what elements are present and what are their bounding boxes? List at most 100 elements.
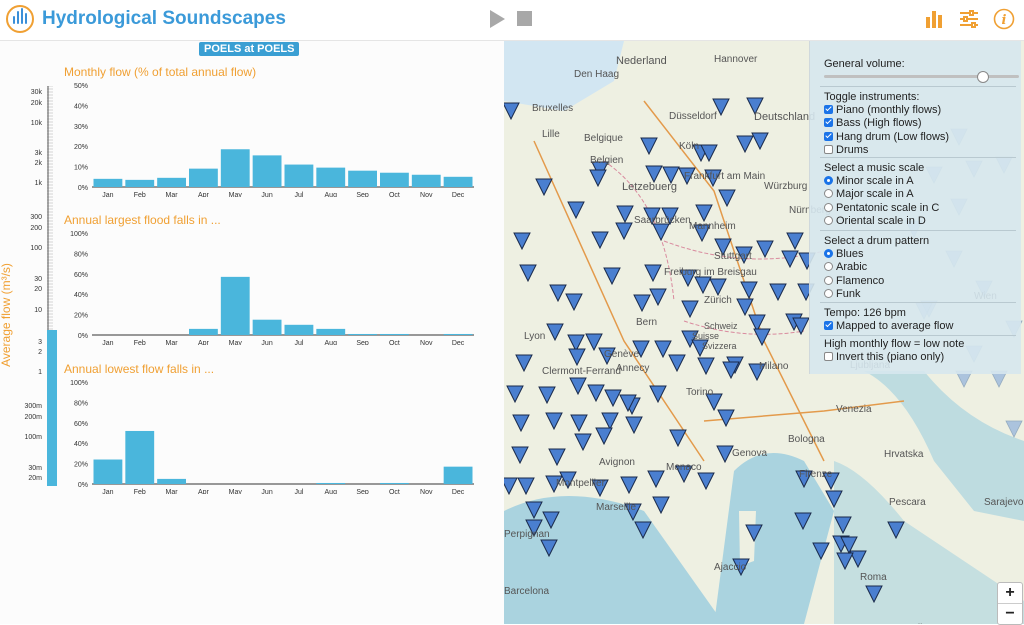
station-marker[interactable]: [548, 448, 566, 467]
play-button[interactable]: [490, 10, 505, 28]
station-marker[interactable]: [574, 433, 592, 452]
zoom-in-button[interactable]: +: [1005, 584, 1015, 601]
bar-jan[interactable]: [93, 178, 123, 187]
volume-slider-track[interactable]: [824, 75, 1019, 78]
station-marker[interactable]: [616, 205, 634, 224]
station-marker[interactable]: [567, 334, 585, 353]
station-marker[interactable]: [515, 354, 533, 373]
station-marker[interactable]: [615, 222, 633, 241]
bar-aug[interactable]: [316, 328, 346, 335]
station-marker[interactable]: [634, 521, 652, 540]
station-marker[interactable]: [745, 524, 763, 543]
station-marker[interactable]: [681, 330, 699, 349]
station-marker[interactable]: [751, 132, 769, 151]
station-marker[interactable]: [545, 412, 563, 431]
station-marker[interactable]: [834, 516, 852, 535]
bar-mar[interactable]: [157, 177, 186, 187]
station-marker[interactable]: [567, 201, 585, 220]
station-marker[interactable]: [722, 361, 740, 380]
music-scale-option[interactable]: Minor scale in A: [824, 175, 914, 187]
station-marker[interactable]: [504, 477, 518, 496]
station-marker[interactable]: [748, 363, 766, 382]
station-marker[interactable]: [865, 585, 883, 604]
stop-button[interactable]: [517, 11, 532, 26]
bar-jul[interactable]: [284, 164, 314, 187]
station-marker[interactable]: [795, 470, 813, 489]
station-marker[interactable]: [732, 558, 750, 577]
invert-checkbox[interactable]: [824, 352, 833, 361]
bar-mar[interactable]: [157, 478, 186, 484]
station-marker[interactable]: [540, 539, 558, 558]
station-marker[interactable]: [735, 246, 753, 265]
station-marker[interactable]: [624, 503, 642, 522]
station-marker[interactable]: [565, 293, 583, 312]
info-icon[interactable]: i: [993, 8, 1015, 30]
settings-sliders-icon[interactable]: [958, 8, 980, 30]
station-marker[interactable]: [647, 470, 665, 489]
station-marker[interactable]: [695, 204, 713, 223]
instrument-checkbox[interactable]: [824, 144, 833, 154]
station-marker[interactable]: [652, 496, 670, 515]
station-marker[interactable]: [633, 294, 651, 313]
station-marker[interactable]: [769, 283, 787, 302]
station-marker[interactable]: [632, 340, 650, 359]
station-marker[interactable]: [640, 137, 658, 156]
station-marker[interactable]: [591, 479, 609, 498]
station-marker[interactable]: [691, 339, 709, 358]
bar-nov[interactable]: [411, 174, 441, 187]
station-marker[interactable]: [678, 167, 696, 186]
station-marker[interactable]: [781, 250, 799, 269]
station-marker[interactable]: [511, 446, 529, 465]
bar-feb[interactable]: [125, 430, 155, 484]
station-marker[interactable]: [714, 238, 732, 257]
station-marker[interactable]: [589, 169, 607, 188]
station-marker[interactable]: [736, 298, 754, 317]
station-marker[interactable]: [604, 389, 622, 408]
station-marker[interactable]: [546, 323, 564, 342]
drum-pattern-radio[interactable]: [824, 249, 833, 258]
station-marker[interactable]: [619, 394, 637, 413]
invert-option[interactable]: Invert this (piano only): [824, 351, 944, 363]
station-marker[interactable]: [512, 414, 530, 433]
music-scale-option[interactable]: Major scale in A: [824, 188, 914, 200]
bar-may[interactable]: [220, 276, 250, 335]
bar-oct[interactable]: [380, 172, 409, 187]
station-marker[interactable]: [697, 472, 715, 491]
station-marker[interactable]: [649, 385, 667, 404]
tempo-mapped-checkbox[interactable]: [824, 321, 833, 330]
station-marker[interactable]: [693, 224, 711, 243]
station-marker[interactable]: [662, 166, 680, 185]
bar-may[interactable]: [220, 149, 250, 187]
station-marker[interactable]: [746, 97, 764, 116]
station-marker[interactable]: [1005, 420, 1023, 438]
station-marker[interactable]: [625, 416, 643, 435]
station-marker[interactable]: [718, 189, 736, 208]
station-marker[interactable]: [716, 445, 734, 464]
station-marker[interactable]: [542, 511, 560, 530]
instrument-option[interactable]: Drums: [824, 144, 868, 156]
drum-pattern-option[interactable]: Blues: [824, 248, 864, 260]
tempo-mapped-option[interactable]: Mapped to average flow: [824, 320, 953, 332]
station-marker[interactable]: [792, 317, 810, 336]
station-marker[interactable]: [652, 223, 670, 242]
bar-feb[interactable]: [125, 179, 155, 187]
station-marker[interactable]: [822, 472, 840, 491]
music-scale-radio[interactable]: [824, 215, 833, 225]
station-marker[interactable]: [748, 314, 766, 333]
station-badge[interactable]: POELS at POELS: [199, 42, 300, 56]
music-scale-option[interactable]: Pentatonic scale in C: [824, 202, 939, 214]
station-marker[interactable]: [587, 384, 605, 403]
station-marker[interactable]: [756, 240, 774, 259]
station-marker[interactable]: [849, 550, 867, 569]
instrument-option[interactable]: Piano (monthly flows): [824, 104, 941, 116]
station-marker[interactable]: [649, 288, 667, 307]
bar-apr[interactable]: [189, 328, 218, 335]
station-marker[interactable]: [669, 429, 687, 448]
bar-dec[interactable]: [443, 333, 473, 335]
station-marker[interactable]: [654, 340, 672, 359]
bar-aug[interactable]: [316, 167, 346, 187]
station-marker[interactable]: [519, 264, 537, 283]
station-marker[interactable]: [661, 207, 679, 226]
station-marker[interactable]: [559, 471, 577, 490]
music-scale-radio[interactable]: [824, 189, 833, 199]
